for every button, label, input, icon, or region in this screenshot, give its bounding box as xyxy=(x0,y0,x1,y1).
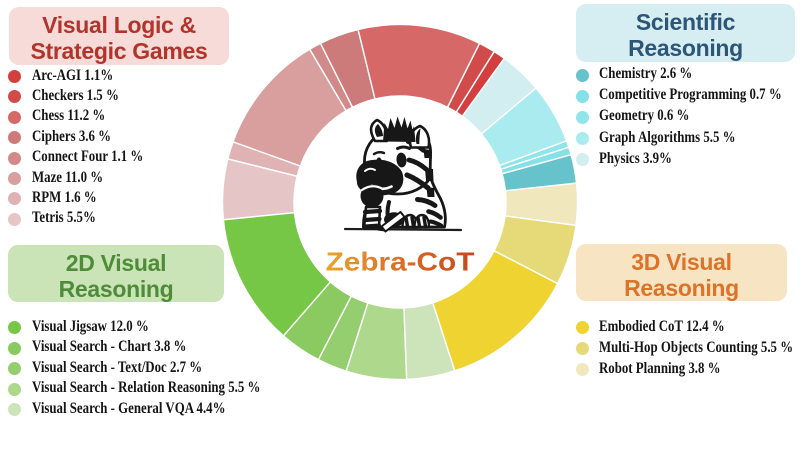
svg-text:Zebra-CoT: Zebra-CoT xyxy=(326,247,475,276)
